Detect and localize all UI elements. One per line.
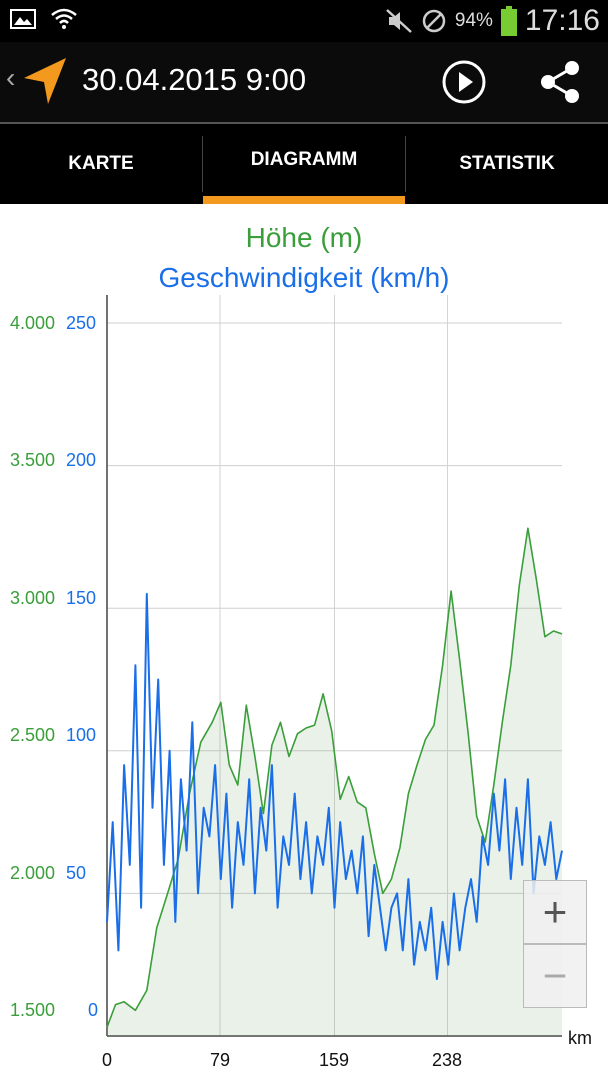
status-bar: 94% 17:16 [0,0,608,42]
navigation-arrow-logo[interactable] [22,56,68,106]
tab-label: KARTE [68,153,134,174]
tab-karte[interactable]: KARTE [0,124,202,204]
back-chevron-icon[interactable]: ‹ [6,62,16,93]
chart-title-speed: Geschwindigkeit (km/h) [158,262,450,293]
y-left-tick: 2.000 [10,863,56,883]
chart-grid [106,295,562,1037]
y-left-tick: 4.000 [10,313,56,333]
y-right-tick: 0 [88,1000,99,1020]
tab-divider [405,136,406,192]
tab-bar: KARTE DIAGRAMM STATISTIK [0,124,608,204]
battery-icon [500,6,517,36]
y-left-tick: 3.500 [10,450,56,470]
tab-divider [202,136,203,192]
app-bar: ‹ 30.04.2015 9:00 [0,42,608,124]
blocked-icon [421,8,447,34]
elevation-area [107,528,562,1036]
clock: 17:16 [524,4,600,37]
tab-label: STATISTIK [459,153,555,174]
chart-title-elevation: Höhe (m) [245,222,363,253]
battery-percent: 94% [454,10,493,31]
tab-label: DIAGRAMM [250,149,358,170]
x-tick: 0 [101,1050,113,1070]
y-right-tick: 50 [66,863,87,883]
x-tick: 79 [209,1050,231,1070]
minus-icon: − [542,952,568,999]
chart-series [106,527,563,1036]
y-left-tick: 2.500 [10,725,56,745]
x-tick: 238 [431,1050,463,1070]
y-right-tick: 150 [66,588,97,608]
tab-diagramm[interactable]: DIAGRAMM [203,124,405,204]
share-icon[interactable] [538,59,582,105]
tab-statistik[interactable]: STATISTIK [406,124,608,204]
speed-line [106,592,563,980]
wifi-icon [50,8,78,30]
y-right-tick: 100 [66,725,97,745]
x-axis-unit: km [568,1028,592,1048]
zoom-in-button[interactable]: + [523,880,587,944]
x-tick: 159 [318,1050,350,1070]
y-right-tick: 250 [66,313,97,333]
zoom-out-button[interactable]: − [523,944,587,1008]
elevation-line [106,527,563,1028]
play-icon[interactable] [441,59,487,105]
y-right-tick: 200 [66,450,97,470]
plus-icon: + [542,888,568,935]
y-left-tick: 1.500 [10,1000,56,1020]
page-title: 30.04.2015 9:00 [82,62,307,97]
image-icon [10,9,36,29]
y-left-tick: 3.000 [10,588,56,608]
mute-icon [385,8,413,34]
